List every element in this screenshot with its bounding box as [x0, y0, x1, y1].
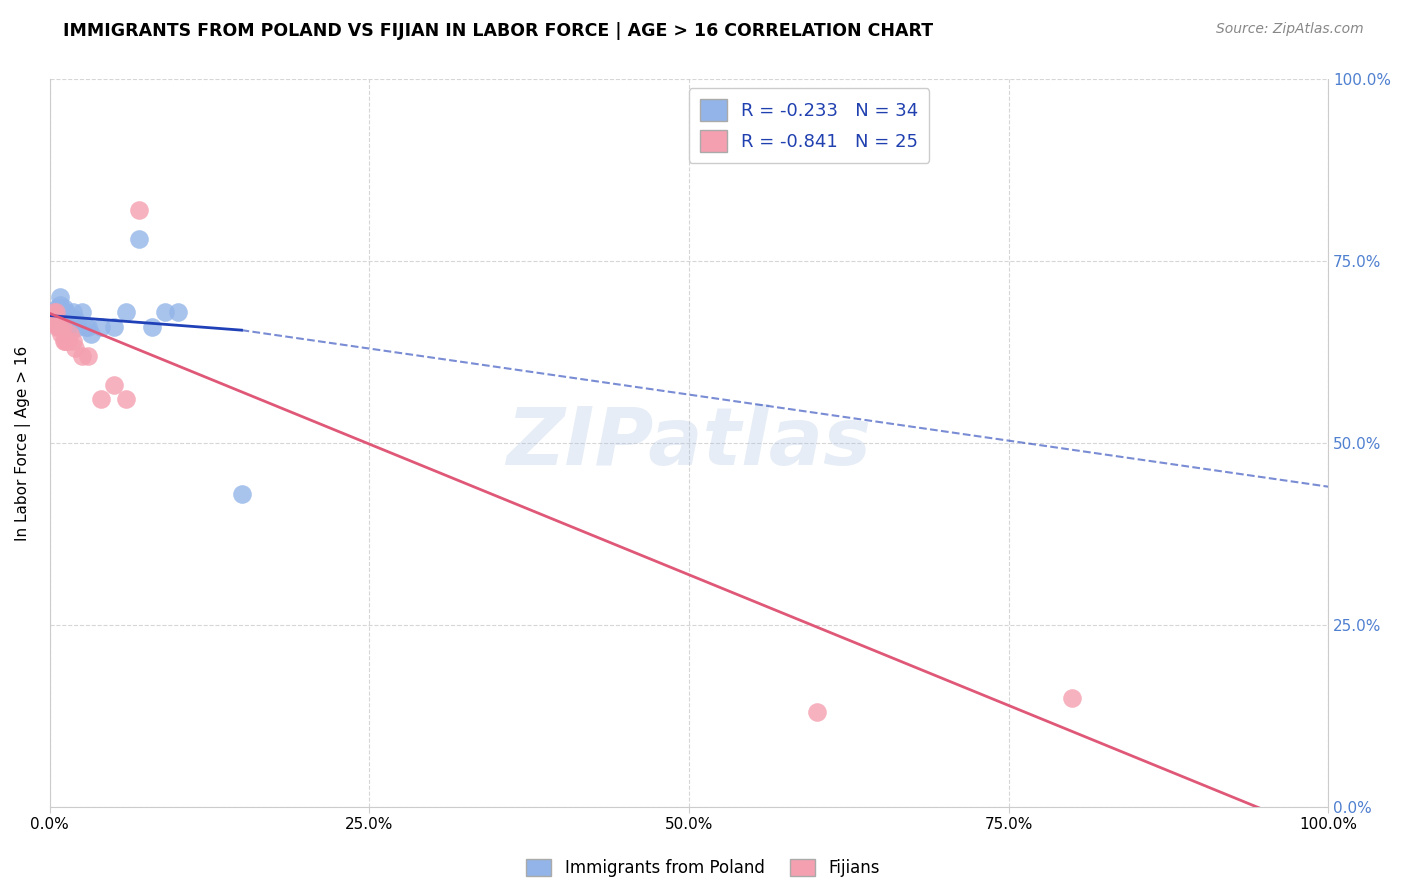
Point	[141, 319, 163, 334]
Point	[51, 312, 73, 326]
Point	[41, 316, 63, 330]
Point	[806, 706, 828, 720]
Point	[90, 392, 112, 407]
Point	[90, 319, 112, 334]
Point	[59, 312, 82, 326]
Point	[55, 305, 77, 319]
Point	[48, 305, 70, 319]
Point	[39, 316, 62, 330]
Text: ZIPatlas: ZIPatlas	[506, 404, 872, 482]
Point	[103, 377, 125, 392]
Legend: R = -0.233   N = 34, R = -0.841   N = 25: R = -0.233 N = 34, R = -0.841 N = 25	[689, 88, 929, 162]
Point	[49, 319, 72, 334]
Point	[53, 334, 76, 348]
Point	[77, 349, 100, 363]
Point	[59, 326, 82, 341]
Point	[115, 392, 138, 407]
Point	[44, 312, 66, 326]
Point	[62, 305, 84, 319]
Legend: Immigrants from Poland, Fijians: Immigrants from Poland, Fijians	[520, 852, 886, 884]
Point	[65, 312, 87, 326]
Point	[128, 232, 150, 246]
Point	[45, 316, 67, 330]
Point	[70, 349, 93, 363]
Point	[66, 319, 89, 334]
Point	[55, 334, 77, 348]
Point	[56, 319, 79, 334]
Text: Source: ZipAtlas.com: Source: ZipAtlas.com	[1216, 22, 1364, 37]
Point	[48, 319, 70, 334]
Point	[1062, 690, 1084, 705]
Point	[45, 305, 67, 319]
Point	[46, 319, 69, 334]
Point	[51, 326, 73, 341]
Point	[49, 298, 72, 312]
Point	[42, 305, 65, 319]
Point	[44, 309, 66, 323]
Point	[52, 301, 75, 316]
Point	[103, 319, 125, 334]
Point	[51, 319, 73, 334]
Point	[231, 487, 253, 501]
Point	[79, 326, 101, 341]
Point	[153, 305, 176, 319]
Point	[42, 305, 65, 319]
Point	[62, 334, 84, 348]
Point	[75, 319, 97, 334]
Point	[49, 290, 72, 304]
Point	[115, 305, 138, 319]
Point	[53, 309, 76, 323]
Point	[77, 319, 100, 334]
Point	[65, 342, 87, 356]
Point	[39, 312, 62, 326]
Point	[41, 312, 63, 326]
Point	[56, 334, 79, 348]
Point	[166, 305, 188, 319]
Text: IMMIGRANTS FROM POLAND VS FIJIAN IN LABOR FORCE | AGE > 16 CORRELATION CHART: IMMIGRANTS FROM POLAND VS FIJIAN IN LABO…	[63, 22, 934, 40]
Point	[70, 305, 93, 319]
Point	[128, 202, 150, 217]
Point	[51, 305, 73, 319]
Point	[51, 316, 73, 330]
Point	[46, 301, 69, 316]
Y-axis label: In Labor Force | Age > 16: In Labor Force | Age > 16	[15, 345, 31, 541]
Point	[52, 334, 75, 348]
Point	[46, 309, 69, 323]
Point	[58, 316, 80, 330]
